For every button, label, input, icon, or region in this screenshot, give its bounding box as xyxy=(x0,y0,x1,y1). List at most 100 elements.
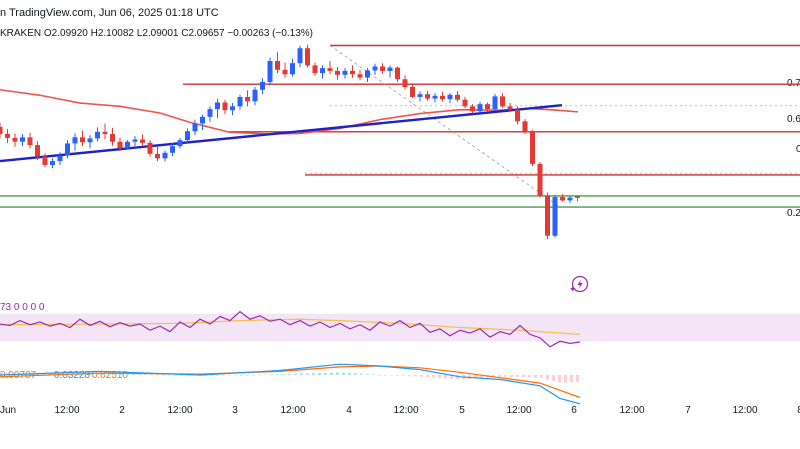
candle-body xyxy=(387,67,393,71)
candle-body xyxy=(320,68,325,74)
x-tick-label: 8 xyxy=(797,405,800,416)
candle-body xyxy=(57,155,63,162)
candle-body xyxy=(252,89,258,102)
x-tick-label: 12:00 xyxy=(619,405,644,416)
macd-histogram-bar xyxy=(48,373,51,375)
x-axis: Jun 12:00 2 12:00 3 12:00 4 12:00 5 12:00 6 12:00 7 1… xyxy=(0,405,800,416)
candle-body xyxy=(275,60,280,70)
macd-histogram-bar xyxy=(252,374,255,376)
candle-body xyxy=(575,196,580,198)
candle-body xyxy=(267,60,273,82)
macd-histogram-bar xyxy=(390,375,393,376)
candle-body xyxy=(110,134,115,142)
fib-label-0-2: 0.2 xyxy=(787,208,800,219)
macd-histogram-bar xyxy=(438,375,441,379)
candle-body xyxy=(297,48,303,64)
macd-histogram-bar xyxy=(300,373,303,375)
macd-histogram-bar xyxy=(450,375,453,379)
candle-body xyxy=(462,99,468,107)
macd-histogram-bar xyxy=(336,372,339,375)
macd-histogram-bar xyxy=(522,375,525,378)
macd-histogram-bar xyxy=(408,375,411,377)
macd-layer xyxy=(0,363,581,405)
macd-histogram-bar xyxy=(330,372,333,375)
macd-histogram-bar xyxy=(558,375,561,383)
candle-body xyxy=(485,104,490,110)
price-layer xyxy=(0,44,800,240)
candle-body xyxy=(327,68,333,71)
candle-body xyxy=(455,94,460,100)
macd-value-1: −0.03228 xyxy=(48,370,90,381)
macd-histogram-bar xyxy=(6,373,9,375)
candle-body xyxy=(500,96,505,107)
macd-histogram-bar xyxy=(246,374,249,376)
x-tick-label: 7 xyxy=(685,405,691,416)
macd-histogram-bar xyxy=(414,375,417,377)
macd-histogram-bar xyxy=(114,373,117,375)
macd-histogram-bar xyxy=(54,373,57,375)
candle-body xyxy=(102,131,108,134)
sparkle-icon: ✦ xyxy=(569,284,577,294)
x-tick-label: 5 xyxy=(459,405,465,416)
candle-body xyxy=(282,69,288,75)
macd-histogram-bar xyxy=(216,375,219,376)
macd-histogram-bar xyxy=(240,375,243,376)
candle-body xyxy=(507,106,513,110)
candle-body xyxy=(552,197,558,236)
macd-histogram-bar xyxy=(474,375,477,379)
macd-histogram-bar xyxy=(264,374,267,376)
macd-histogram-bar xyxy=(270,374,273,375)
trend-line xyxy=(0,104,563,163)
macd-histogram-bar xyxy=(492,375,495,378)
macd-histogram-bar xyxy=(228,375,231,376)
macd-histogram-bar xyxy=(108,373,111,375)
candle-body xyxy=(20,137,25,142)
candle-body xyxy=(162,152,168,159)
candle-body xyxy=(177,140,183,147)
candle-body xyxy=(35,145,40,157)
rsi-values: 73 0 0 0 0 xyxy=(0,302,45,313)
macd-histogram-bar xyxy=(276,374,279,375)
macd-histogram-bar xyxy=(372,374,375,376)
candle-body xyxy=(530,131,535,164)
macd-histogram-bar xyxy=(186,375,189,376)
candle-body xyxy=(372,66,378,71)
macd-histogram-bar xyxy=(282,374,285,375)
macd-histogram-bar xyxy=(432,375,435,378)
candle-body xyxy=(432,95,438,99)
x-tick-label: 12:00 xyxy=(167,405,192,416)
candle-body xyxy=(395,67,400,80)
x-tick-label: 12:00 xyxy=(393,405,418,416)
macd-histogram-bar xyxy=(396,375,399,376)
symbol-ohlc-line: KRAKEN O2.09920 H2.10082 L2.09001 C2.096… xyxy=(0,28,313,39)
fib-label-0: 0 xyxy=(796,144,800,155)
rsi-layer xyxy=(0,310,581,348)
candle-body xyxy=(365,70,370,78)
macd-histogram-bar xyxy=(210,375,213,376)
candle-body xyxy=(492,96,498,110)
candle-body xyxy=(245,96,250,102)
macd-histogram-bar xyxy=(378,374,381,376)
candle-body xyxy=(215,102,220,110)
macd-histogram-bar xyxy=(510,375,513,378)
macd-histogram-bar xyxy=(342,372,345,375)
candle-body xyxy=(537,163,543,196)
x-tick-label: 4 xyxy=(346,405,352,416)
candle-body xyxy=(87,138,93,143)
rsi-line xyxy=(0,310,581,348)
candle-body xyxy=(545,195,550,236)
macd-histogram-bar xyxy=(540,375,543,378)
macd-histogram-bar xyxy=(504,375,507,377)
macd-histogram-bar xyxy=(222,375,225,376)
candle-body xyxy=(440,95,445,100)
candle-body xyxy=(380,66,385,71)
x-tick-label: 12:00 xyxy=(280,405,305,416)
lightning-icon[interactable] xyxy=(571,275,589,293)
x-tick-label: Jun xyxy=(0,405,16,416)
candle-body xyxy=(402,79,408,87)
macd-histogram-bar xyxy=(120,373,123,375)
candle-body xyxy=(305,48,310,66)
x-tick-label: 3 xyxy=(232,405,238,416)
x-tick-label: 12:00 xyxy=(506,405,531,416)
